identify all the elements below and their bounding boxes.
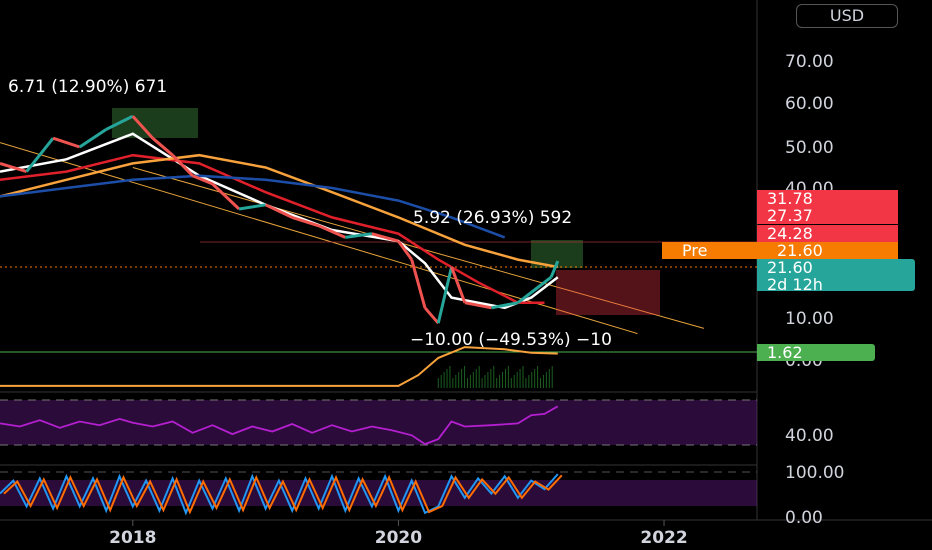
trend-channel-line bbox=[0, 142, 638, 335]
x-axis-tick-label: 2020 bbox=[375, 528, 422, 548]
price-candle-segment bbox=[131, 115, 154, 140]
price-label-text: Pre bbox=[682, 241, 708, 260]
price-candle-segment bbox=[0, 161, 28, 174]
price-candle-segment bbox=[423, 306, 440, 325]
price-candle-segment bbox=[264, 203, 293, 219]
price-label-text: 24.28 bbox=[767, 224, 813, 243]
price-label-text: 21.60 bbox=[767, 258, 813, 277]
moving-average-line bbox=[0, 174, 506, 239]
price-candle-segment bbox=[345, 232, 373, 239]
range-annotation: 5.92 (26.93%) 592 bbox=[413, 208, 572, 228]
stoch-y-tick-label: 0.00 bbox=[785, 508, 823, 528]
price-candle-segment bbox=[491, 301, 519, 310]
main-y-tick-label: 50.00 bbox=[785, 138, 834, 158]
price-candle-segment bbox=[211, 182, 241, 211]
price-candle-segment bbox=[25, 137, 55, 173]
stoch-y-tick-label: 100.00 bbox=[785, 463, 844, 483]
main-y-tick-label: 10.00 bbox=[785, 309, 834, 329]
price-candle-segment bbox=[52, 136, 81, 149]
moving-average-line bbox=[0, 153, 559, 269]
rsi-line bbox=[0, 405, 559, 446]
price-label-badge: Pre 21.60 bbox=[662, 242, 898, 259]
price-candle-segment bbox=[549, 260, 560, 278]
range-annotation: 6.71 (12.90%) 671 bbox=[8, 77, 167, 97]
price-candle-segment bbox=[191, 174, 214, 186]
price-candle-segment bbox=[517, 291, 533, 304]
main-y-tick-label: 70.00 bbox=[785, 52, 834, 72]
price-label-badge: 27.37 bbox=[757, 207, 898, 224]
price-candle-segment bbox=[291, 215, 320, 228]
range-annotation: −10.00 (−49.53%) −10 bbox=[410, 330, 612, 350]
price-candle-segment bbox=[450, 266, 467, 304]
x-axis-tick-label: 2022 bbox=[640, 528, 687, 548]
x-axis-tick-label: 2018 bbox=[109, 528, 156, 548]
price-candle-segment bbox=[410, 259, 427, 309]
range-box-loss bbox=[556, 270, 660, 315]
stoch-d-line bbox=[3, 474, 563, 515]
rsi-band bbox=[0, 400, 757, 445]
price-candle-segment bbox=[105, 114, 134, 131]
price-label-badge: 24.28 bbox=[757, 225, 898, 242]
price-candle-segment bbox=[171, 154, 194, 177]
rsi-y-tick-label: 40.00 bbox=[785, 426, 834, 446]
volume-line bbox=[0, 346, 558, 387]
price-candle-segment bbox=[151, 137, 174, 157]
price-label-text: 31.78 bbox=[767, 189, 813, 208]
currency-selector[interactable]: USD bbox=[796, 4, 898, 28]
price-candle-segment bbox=[78, 128, 108, 149]
price-label-countdown: 2d 12h bbox=[767, 275, 823, 294]
price-candle-segment bbox=[371, 232, 399, 243]
range-box-top bbox=[112, 108, 198, 138]
price-candle-segment bbox=[238, 203, 266, 211]
price-label-badge: 21.60 2d 12h bbox=[757, 258, 915, 294]
price-label-badge: 1.62 bbox=[757, 344, 875, 361]
price-candle-segment bbox=[397, 240, 413, 261]
price-candle-segment bbox=[530, 276, 553, 294]
price-candle-segment bbox=[318, 224, 346, 239]
price-candle-segment bbox=[436, 266, 454, 324]
main-y-tick-label: 60.00 bbox=[785, 94, 834, 114]
price-label-badge: 31.78 bbox=[757, 190, 898, 207]
price-label-text: 27.37 bbox=[767, 206, 813, 225]
price-label-text: 1.62 bbox=[767, 343, 803, 362]
stoch-k-line bbox=[0, 473, 559, 516]
price-label-value: 21.60 bbox=[777, 241, 823, 260]
price-candle-segment bbox=[464, 301, 492, 310]
moving-average-line bbox=[0, 153, 545, 304]
